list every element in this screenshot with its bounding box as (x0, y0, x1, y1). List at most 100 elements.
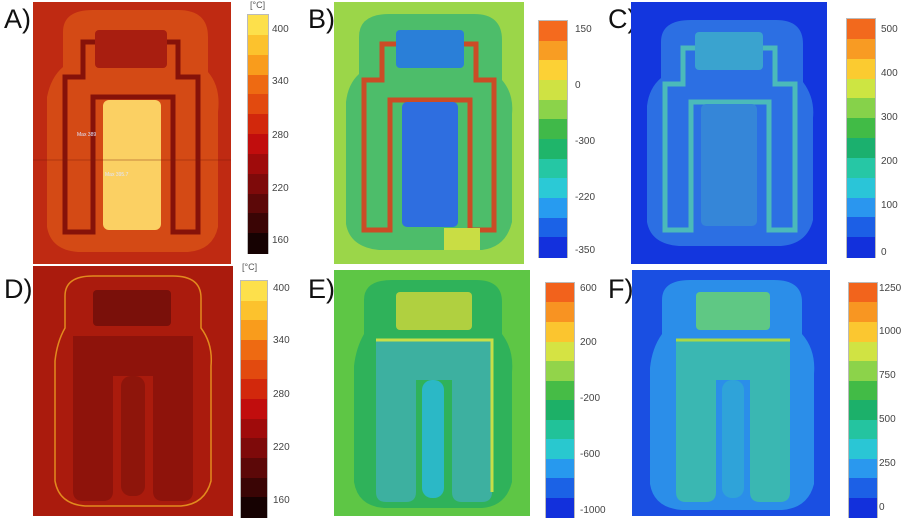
colorbar-segment (248, 74, 268, 96)
colorbar-segment (849, 438, 877, 460)
colorbar-segment (241, 300, 267, 322)
colorbar-tick: 400 (881, 68, 898, 79)
panel-label: D) (4, 274, 33, 304)
colorbar-segment (248, 173, 268, 195)
colorbar-tick: 0 (575, 80, 581, 91)
panel-label: E) (308, 274, 335, 304)
colorbar (240, 280, 268, 518)
colorbar-segment (847, 19, 875, 40)
colorbar-tick: 280 (273, 389, 290, 400)
colorbar-segment (847, 98, 875, 119)
colorbar-segment (849, 380, 877, 401)
colorbar-tick: 500 (879, 414, 896, 425)
colorbar-segment (546, 321, 574, 343)
colorbar-tick: 0 (879, 502, 885, 513)
panel-label: F) (608, 274, 634, 304)
colorbar-segment (539, 198, 567, 219)
panel-a: A) Max 389 Max 395.7 [°C] 400 340 280 22… (0, 0, 300, 264)
panel-f: F) 1250 1000 750 500 250 0 (600, 262, 907, 518)
annotation-max-1: Max 389 (77, 132, 97, 138)
colorbar-tick: 160 (272, 235, 289, 246)
stress-map-image (334, 270, 530, 516)
colorbar-segment (248, 34, 268, 56)
colorbar-segment (241, 340, 267, 361)
colorbar (848, 282, 878, 518)
colorbar (545, 282, 575, 518)
colorbar-segment (241, 418, 267, 440)
colorbar-tick: 160 (273, 495, 290, 506)
colorbar-segment (849, 283, 877, 304)
panel-label: A) (4, 4, 31, 34)
colorbar-segment (241, 438, 267, 459)
colorbar-tick: 340 (273, 335, 290, 346)
colorbar-tick: 100 (881, 200, 898, 211)
thermal-field-graphic (33, 2, 231, 264)
stress-map-image (632, 270, 830, 516)
panel-c: C) 500 400 300 200 100 0 (600, 0, 907, 264)
colorbar-segment (241, 399, 267, 420)
colorbar-tick: -1000 (580, 505, 606, 516)
colorbar-segment (241, 497, 267, 518)
colorbar-tick: 200 (580, 337, 597, 348)
colorbar-segment (248, 114, 268, 135)
colorbar-segment (847, 138, 875, 159)
colorbar-unit: [°C] (250, 0, 266, 10)
colorbar-segment (546, 478, 574, 499)
colorbar-segment (539, 237, 567, 258)
colorbar-segment (847, 78, 875, 100)
colorbar-segment (248, 213, 268, 234)
colorbar-segment (539, 21, 567, 42)
colorbar-segment (847, 38, 875, 60)
colorbar-tick: 250 (879, 458, 896, 469)
colorbar-segment (539, 40, 567, 62)
colorbar-segment (847, 217, 875, 238)
colorbar-segment (847, 157, 875, 179)
colorbar-segment (248, 94, 268, 115)
colorbar-segment (847, 177, 875, 199)
colorbar (538, 20, 568, 258)
colorbar-segment (847, 197, 875, 219)
colorbar-segment (539, 99, 567, 121)
colorbar-segment (546, 341, 574, 362)
colorbar-segment (849, 302, 877, 323)
colorbar-segment (849, 458, 877, 479)
colorbar-segment (248, 233, 268, 254)
colorbar-segment (849, 497, 877, 518)
colorbar-segment (241, 458, 267, 479)
colorbar-tick: 400 (273, 283, 290, 294)
colorbar-segment (546, 380, 574, 401)
colorbar-segment (248, 15, 268, 36)
stress-field-graphic (631, 2, 827, 264)
stress-map-image (631, 2, 827, 264)
colorbar-segment (241, 359, 267, 381)
colorbar-tick: 150 (575, 24, 592, 35)
colorbar-segment (539, 60, 567, 81)
colorbar-segment (546, 458, 574, 479)
colorbar-tick: 500 (881, 24, 898, 35)
colorbar-tick: 220 (273, 442, 290, 453)
colorbar-segment (849, 360, 877, 382)
colorbar-tick: 400 (272, 24, 289, 35)
stress-field-graphic (334, 2, 524, 264)
colorbar-segment (248, 153, 268, 175)
colorbar-segment (248, 54, 268, 76)
colorbar-tick: -200 (580, 393, 601, 404)
colorbar-segment (849, 321, 877, 343)
colorbar-tick: 280 (272, 130, 289, 141)
colorbar-segment (847, 237, 875, 258)
colorbar-segment (241, 379, 267, 400)
panel-label: B) (308, 4, 335, 34)
colorbar-tick: 200 (881, 156, 898, 167)
colorbar (247, 14, 269, 254)
colorbar-tick: 220 (272, 183, 289, 194)
colorbar-segment (539, 139, 567, 160)
panel-b: B) 150 0 -300 -220 -350 (300, 0, 610, 264)
colorbar-segment (849, 341, 877, 362)
colorbar-segment (539, 217, 567, 239)
colorbar-segment (539, 158, 567, 180)
colorbar-segment (546, 438, 574, 460)
colorbar-tick: -220 (575, 192, 596, 203)
thermal-field-graphic (33, 266, 233, 516)
colorbar-segment (546, 302, 574, 323)
colorbar-segment (241, 281, 267, 302)
